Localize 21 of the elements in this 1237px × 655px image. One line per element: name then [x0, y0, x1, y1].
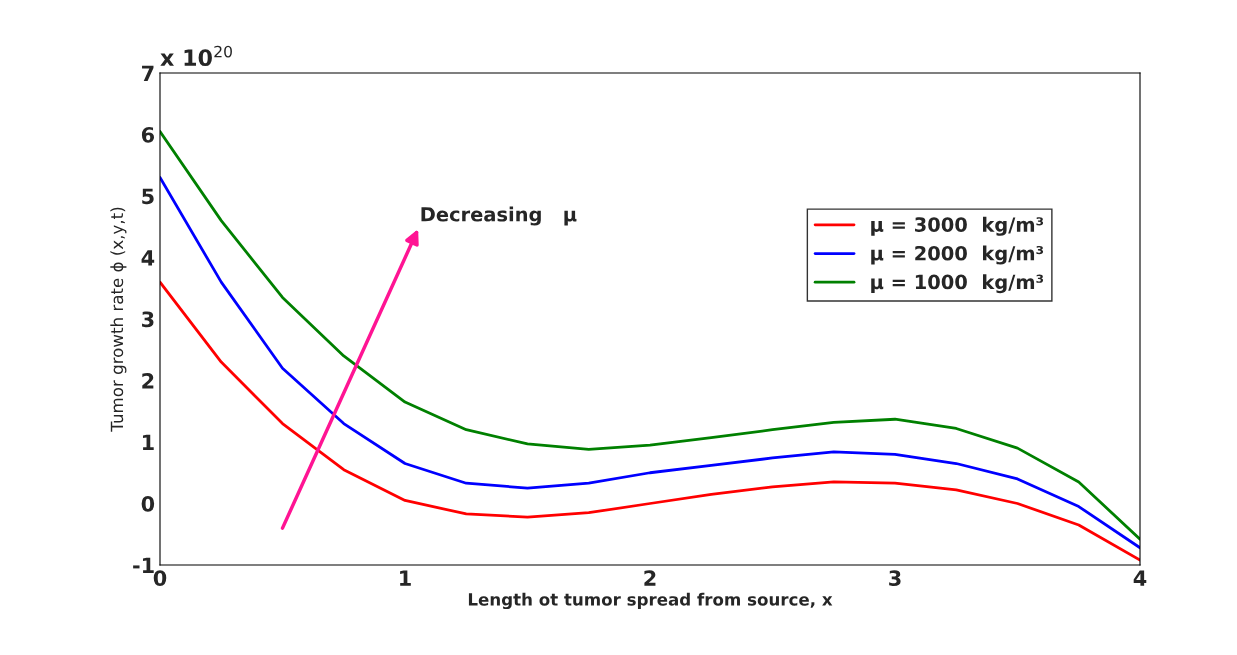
text: x 10$^{20}$ — [160, 45, 232, 67]
x-tick-label: 2 — [644, 570, 656, 586]
y-tick-label: 0 — [141, 495, 155, 512]
x-tick-label: 3 — [889, 570, 901, 586]
legend-label: μ = 3000 kg/m³ — [871, 216, 1044, 236]
y-tick-label: 7 — [142, 65, 154, 81]
y-tick-label: 6 — [141, 126, 155, 143]
y-axis-title: Tumor growth rate ϕ (x,y,t) — [110, 207, 127, 432]
y-tick-label: 4 — [141, 250, 155, 266]
y-tick-label: 5 — [142, 188, 154, 205]
y-tick-label: 2 — [142, 372, 154, 389]
y-tick-label: -1 — [133, 557, 154, 573]
x-tick-label: 1 — [400, 570, 411, 586]
legend-label: μ = 1000 kg/m³ — [871, 274, 1044, 294]
x-tick-label: 4 — [1133, 570, 1147, 586]
x-tick-label: 0 — [153, 570, 167, 586]
y-tick-label: 1 — [142, 434, 154, 450]
legend-label: μ = 2000 kg/m³ — [871, 245, 1044, 265]
y-tick-label: 3 — [142, 311, 154, 328]
x-axis-title: Length ot tumor spread from source, x — [468, 592, 833, 610]
annotation: Decreasing μ — [421, 206, 577, 226]
